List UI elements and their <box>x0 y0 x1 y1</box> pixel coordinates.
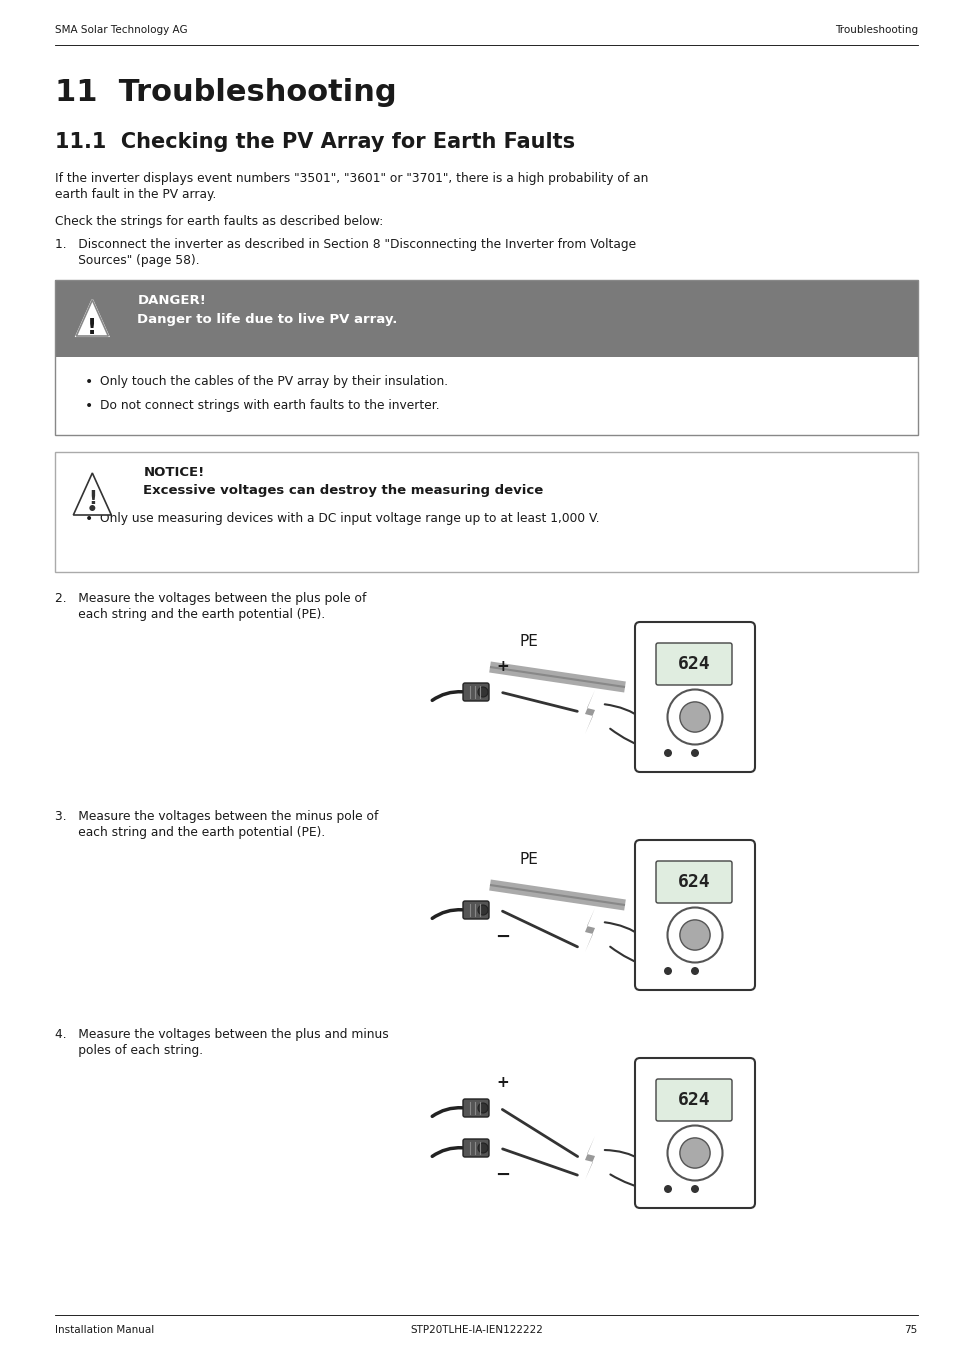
Circle shape <box>663 967 671 975</box>
Circle shape <box>477 1142 488 1153</box>
Text: SMA Solar Technology AG: SMA Solar Technology AG <box>55 24 188 35</box>
Text: Excessive voltages can destroy the measuring device: Excessive voltages can destroy the measu… <box>143 484 543 498</box>
Text: 4.   Measure the voltages between the plus and minus: 4. Measure the voltages between the plus… <box>55 1028 389 1041</box>
FancyBboxPatch shape <box>656 1079 731 1121</box>
FancyBboxPatch shape <box>635 622 754 772</box>
Text: 624: 624 <box>677 1091 710 1109</box>
Text: 1.   Disconnect the inverter as described in Section 8 "Disconnecting the Invert: 1. Disconnect the inverter as described … <box>55 238 636 251</box>
Polygon shape <box>55 357 917 435</box>
Text: Only use measuring devices with a DC input voltage range up to at least 1,000 V.: Only use measuring devices with a DC inp… <box>100 512 599 525</box>
Text: 11  Troubleshooting: 11 Troubleshooting <box>55 78 396 107</box>
Text: NOTICE!: NOTICE! <box>143 466 204 479</box>
Text: 75: 75 <box>903 1325 917 1334</box>
Polygon shape <box>73 473 112 515</box>
Text: 624: 624 <box>677 654 710 673</box>
FancyBboxPatch shape <box>656 861 731 903</box>
Circle shape <box>477 687 488 698</box>
Polygon shape <box>584 690 595 734</box>
Text: each string and the earth potential (PE).: each string and the earth potential (PE)… <box>55 826 325 840</box>
Text: poles of each string.: poles of each string. <box>55 1044 203 1057</box>
FancyBboxPatch shape <box>462 900 489 919</box>
Circle shape <box>690 749 699 757</box>
Text: Check the strings for earth faults as described below:: Check the strings for earth faults as de… <box>55 215 383 228</box>
Circle shape <box>690 967 699 975</box>
Text: •: • <box>85 399 93 412</box>
Text: +: + <box>497 658 509 675</box>
Ellipse shape <box>679 702 709 733</box>
Text: −: − <box>495 927 510 946</box>
Text: Only touch the cables of the PV array by their insulation.: Only touch the cables of the PV array by… <box>100 375 448 388</box>
Polygon shape <box>76 300 109 337</box>
Text: !: ! <box>88 489 96 508</box>
Ellipse shape <box>667 1125 721 1180</box>
Text: Installation Manual: Installation Manual <box>55 1325 154 1334</box>
FancyBboxPatch shape <box>656 644 731 685</box>
Text: −: − <box>495 1165 510 1184</box>
Text: Troubleshooting: Troubleshooting <box>834 24 917 35</box>
Text: DANGER!: DANGER! <box>137 293 206 307</box>
Ellipse shape <box>679 919 709 950</box>
Text: 2.   Measure the voltages between the plus pole of: 2. Measure the voltages between the plus… <box>55 592 366 604</box>
Polygon shape <box>584 1136 595 1180</box>
Text: Danger to life due to live PV array.: Danger to life due to live PV array. <box>137 314 397 326</box>
Polygon shape <box>55 452 917 572</box>
Circle shape <box>477 904 488 915</box>
Circle shape <box>663 749 671 757</box>
Text: earth fault in the PV array.: earth fault in the PV array. <box>55 188 216 201</box>
Text: PE: PE <box>519 634 538 649</box>
Text: 3.   Measure the voltages between the minus pole of: 3. Measure the voltages between the minu… <box>55 810 378 823</box>
FancyBboxPatch shape <box>462 1099 489 1117</box>
Text: STP20TLHE-IA-IEN122222: STP20TLHE-IA-IEN122222 <box>410 1325 543 1334</box>
Text: +: + <box>497 1075 509 1090</box>
FancyBboxPatch shape <box>462 683 489 700</box>
Text: Do not connect strings with earth faults to the inverter.: Do not connect strings with earth faults… <box>100 399 439 412</box>
Text: 11.1  Checking the PV Array for Earth Faults: 11.1 Checking the PV Array for Earth Fau… <box>55 132 575 151</box>
Text: each string and the earth potential (PE).: each string and the earth potential (PE)… <box>55 608 325 621</box>
Text: Sources" (page 58).: Sources" (page 58). <box>55 254 200 266</box>
Ellipse shape <box>667 690 721 745</box>
Text: PE: PE <box>519 852 538 867</box>
Text: 624: 624 <box>677 873 710 891</box>
Ellipse shape <box>667 907 721 963</box>
Ellipse shape <box>679 1138 709 1168</box>
Circle shape <box>690 1184 699 1192</box>
Polygon shape <box>584 909 595 952</box>
Text: •: • <box>85 375 93 389</box>
FancyBboxPatch shape <box>462 1138 489 1157</box>
Circle shape <box>477 1103 488 1113</box>
Text: If the inverter displays event numbers "3501", "3601" or "3701", there is a high: If the inverter displays event numbers "… <box>55 172 648 185</box>
Circle shape <box>663 1184 671 1192</box>
Text: !: ! <box>87 318 97 338</box>
Text: •: • <box>85 512 93 526</box>
Polygon shape <box>76 300 109 337</box>
Circle shape <box>90 506 95 511</box>
FancyBboxPatch shape <box>635 840 754 990</box>
Polygon shape <box>55 280 917 357</box>
FancyBboxPatch shape <box>635 1059 754 1207</box>
